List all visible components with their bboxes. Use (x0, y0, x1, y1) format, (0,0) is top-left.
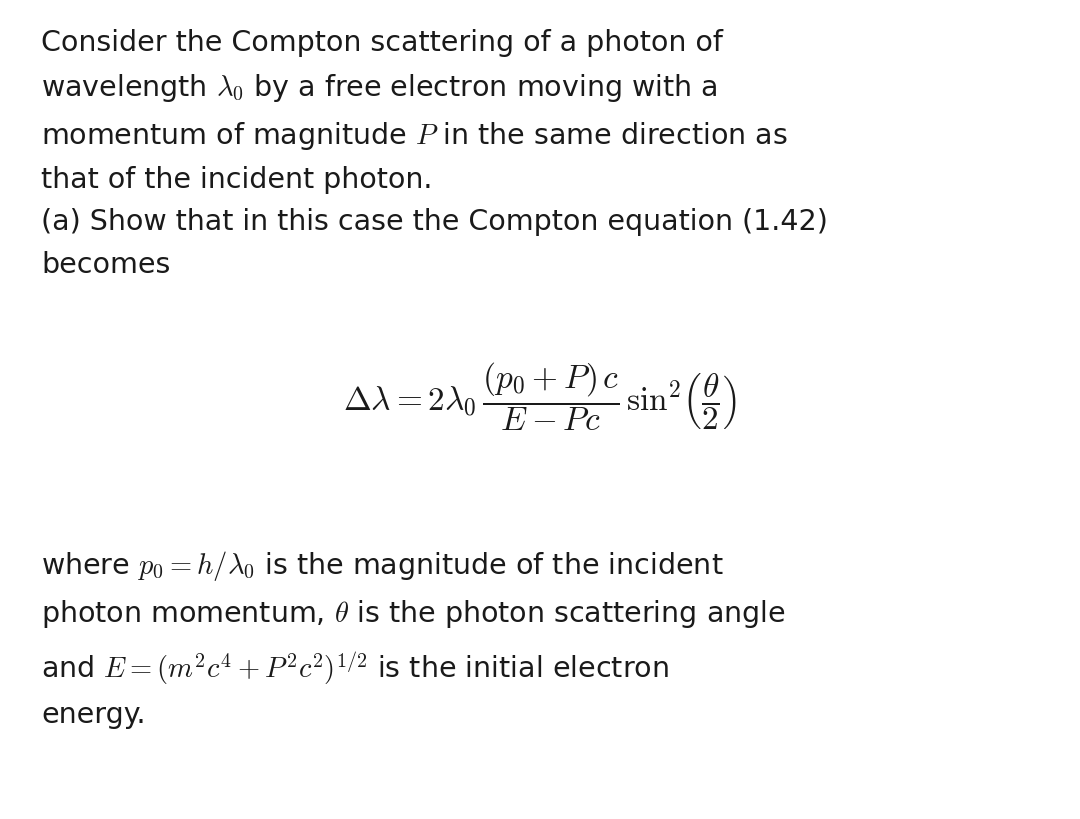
Text: Consider the Compton scattering of a photon of
wavelength $\lambda_0$ by a free : Consider the Compton scattering of a pho… (41, 29, 828, 278)
Text: $\Delta\lambda = 2\lambda_0\,\dfrac{(p_0+P)\,c}{E-Pc}\,\sin^2\!\left(\dfrac{\the: $\Delta\lambda = 2\lambda_0\,\dfrac{(p_0… (343, 361, 737, 433)
Text: where $p_0 = h/\lambda_0$ is the magnitude of the incident
photon momentum, $\th: where $p_0 = h/\lambda_0$ is the magnitu… (41, 549, 786, 730)
